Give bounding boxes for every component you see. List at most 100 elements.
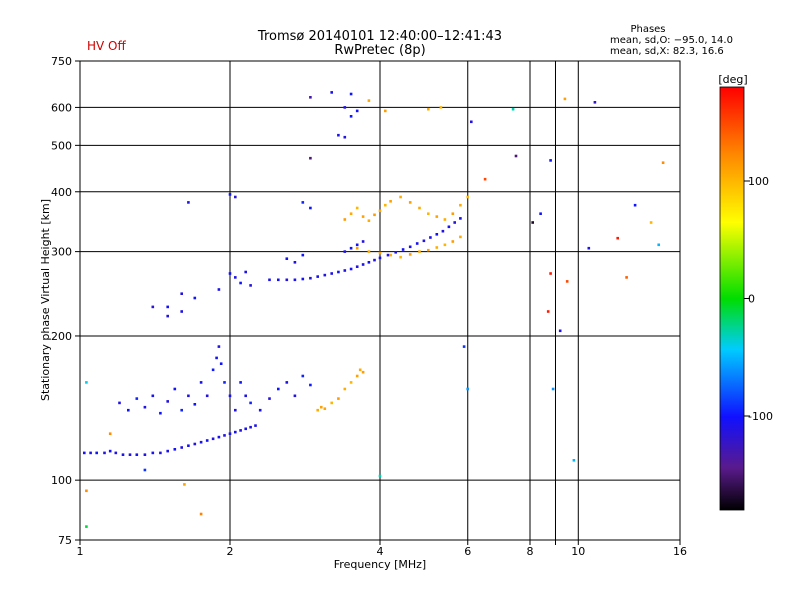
data-point: [470, 120, 473, 124]
data-point: [447, 225, 451, 229]
data-point: [228, 432, 232, 435]
data-point: [166, 449, 169, 453]
data-point: [558, 329, 562, 333]
data-point: [511, 107, 515, 111]
colorbar-tick-label: 0: [748, 293, 755, 306]
data-point: [219, 362, 223, 365]
data-point: [343, 106, 347, 109]
data-point: [549, 272, 552, 275]
x-axis-ticks: 1 2 4 6 8 10 16: [77, 540, 687, 558]
x-tick-label: 6: [464, 545, 471, 558]
data-point: [459, 217, 462, 220]
x-axis-label: Frequency [MHz]: [334, 558, 426, 571]
data-point: [418, 250, 421, 253]
data-point: [103, 451, 106, 455]
data-point: [205, 439, 209, 442]
y-axis-ticks: 75 100 200 300 400 500 600 750: [51, 55, 80, 547]
y-tick-label: 600: [51, 101, 72, 114]
data-point: [187, 444, 190, 447]
data-point: [199, 512, 203, 516]
data-point: [180, 408, 183, 412]
data-point: [268, 278, 271, 282]
data-point: [128, 453, 132, 456]
hv-status: HV Off: [87, 39, 126, 53]
data-point: [180, 446, 183, 449]
data-point: [633, 203, 637, 207]
data-point: [180, 310, 183, 313]
data-point: [649, 221, 653, 224]
data-point: [399, 195, 402, 199]
data-point: [234, 430, 237, 434]
data-point: [114, 451, 118, 455]
data-point: [378, 256, 382, 260]
data-point: [211, 437, 215, 441]
data-point: [367, 261, 371, 264]
data-point: [228, 272, 232, 275]
data-point: [244, 270, 247, 274]
data-point: [293, 261, 297, 264]
chart-title: Tromsø 20140101 12:40:00–12:41:43: [257, 29, 502, 44]
data-point: [249, 401, 252, 405]
data-point: [355, 265, 359, 268]
data-point: [355, 246, 359, 250]
data-point: [572, 459, 576, 462]
data-point: [254, 424, 257, 427]
data-point: [466, 387, 469, 391]
data-point: [408, 201, 412, 204]
data-point: [531, 221, 534, 224]
data-point: [337, 397, 340, 400]
data-point: [459, 235, 462, 239]
x-tick-label: 2: [227, 545, 234, 558]
data-point: [361, 263, 365, 266]
data-point: [408, 253, 412, 256]
y-tick-label: 750: [51, 55, 72, 68]
data-point: [435, 233, 439, 236]
data-point: [244, 394, 247, 398]
stats-title: Phases: [630, 24, 665, 35]
data-point: [249, 425, 252, 429]
x-tick-label: 8: [527, 545, 534, 558]
data-point: [173, 448, 177, 451]
y-tick-label: 500: [51, 139, 72, 152]
data-point: [159, 451, 162, 455]
data-point: [159, 411, 162, 415]
data-point: [343, 135, 347, 139]
data-point: [309, 206, 312, 210]
data-point: [173, 387, 177, 391]
data-point: [355, 374, 359, 378]
data-point: [361, 215, 365, 218]
data-point: [394, 251, 397, 254]
data-point: [320, 405, 323, 409]
data-point: [166, 400, 169, 403]
data-point: [193, 296, 197, 300]
data-point: [244, 427, 247, 431]
data-point: [453, 221, 456, 224]
data-point: [361, 370, 365, 374]
data-point: [401, 248, 405, 251]
data-point: [108, 432, 112, 435]
data-point: [367, 219, 371, 222]
data-point: [223, 434, 226, 437]
data-point: [127, 408, 130, 412]
data-point: [343, 269, 347, 272]
data-point: [587, 246, 591, 250]
data-point: [316, 275, 319, 278]
data-point: [373, 258, 376, 262]
chart-subtitle: RwPretec (8p): [334, 43, 425, 58]
data-point: [616, 236, 619, 240]
data-point: [330, 91, 333, 94]
data-point: [459, 203, 462, 207]
data-point: [349, 246, 353, 250]
data-point: [199, 440, 203, 444]
data-point: [277, 278, 280, 282]
data-point: [657, 243, 660, 247]
colorbar-ticks: 100 0 -100: [744, 175, 773, 423]
data-point: [309, 276, 312, 280]
data-point: [435, 246, 439, 249]
x-tick-label: 10: [571, 545, 585, 558]
data-point: [135, 453, 139, 456]
data-point: [546, 310, 550, 313]
data-point: [309, 96, 312, 99]
y-tick-label: 400: [51, 186, 72, 199]
